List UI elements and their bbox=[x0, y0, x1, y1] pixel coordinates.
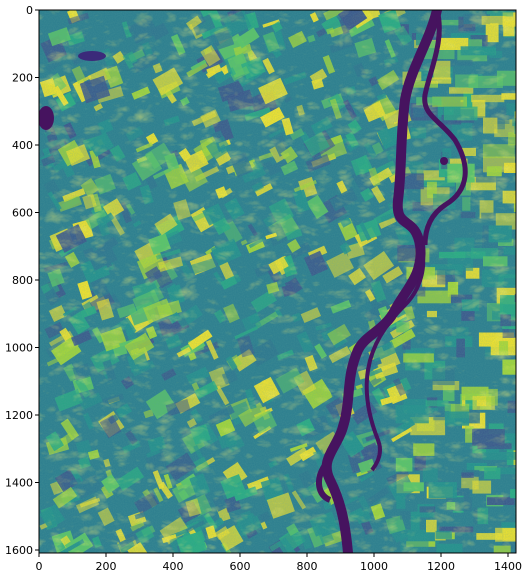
x-tick-label: 400 bbox=[163, 560, 184, 573]
y-tick-label: 200 bbox=[12, 72, 33, 85]
field-patch bbox=[514, 71, 516, 85]
pond-top bbox=[78, 51, 106, 61]
y-tick-label: 1000 bbox=[5, 342, 33, 355]
river-channel-main bbox=[321, 10, 442, 553]
y-axis: 0 200 400 600 800 1000 1200 1400 1600 bbox=[5, 4, 39, 557]
river-channel-inner bbox=[364, 244, 426, 472]
pond-left bbox=[39, 106, 54, 130]
river-channel-side bbox=[422, 10, 468, 246]
pond-right bbox=[440, 157, 448, 165]
y-tick-label: 800 bbox=[12, 274, 33, 287]
y-tick-label: 400 bbox=[12, 139, 33, 152]
field-patch bbox=[457, 552, 470, 553]
plot-frame bbox=[38, 9, 517, 554]
field-patch bbox=[514, 294, 516, 302]
x-tick-label: 0 bbox=[36, 560, 43, 573]
image-grain bbox=[39, 10, 516, 553]
x-tick-label: 800 bbox=[297, 560, 318, 573]
y-tick-label: 1600 bbox=[5, 544, 33, 557]
x-tick-label: 1200 bbox=[427, 560, 455, 573]
y-tick-label: 1200 bbox=[5, 409, 33, 422]
y-tick-label: 0 bbox=[26, 4, 33, 17]
x-tick-label: 1400 bbox=[494, 560, 522, 573]
x-tick-label: 1000 bbox=[360, 560, 388, 573]
river bbox=[39, 10, 468, 553]
y-tick-label: 1400 bbox=[5, 477, 33, 490]
x-tick-label: 600 bbox=[230, 560, 251, 573]
x-tick-label: 200 bbox=[96, 560, 117, 573]
x-axis: 0 200 400 600 800 1000 1200 1400 bbox=[36, 553, 522, 573]
heatmap-image bbox=[39, 10, 516, 553]
oxbow-lake bbox=[316, 463, 332, 503]
y-tick-label: 600 bbox=[12, 207, 33, 220]
